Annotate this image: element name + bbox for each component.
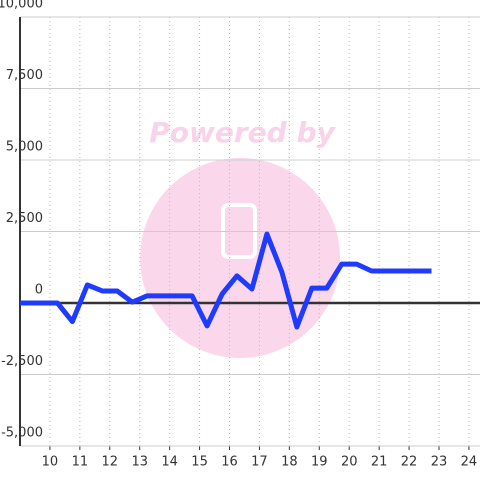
x-tick-label: 13 (131, 455, 148, 470)
y-tick-label: 2,500 (6, 211, 43, 226)
x-tick-label: 21 (371, 455, 388, 470)
x-tick-label: 10 (42, 455, 59, 470)
x-tick-label: 14 (161, 455, 178, 470)
y-tick-label: -5,000 (1, 426, 43, 441)
x-tick-label: 22 (401, 455, 418, 470)
series-line (20, 231, 432, 330)
y-tick-label: 0 (35, 283, 43, 298)
x-tick-label: 23 (431, 455, 448, 470)
y-tick-label: 5,000 (6, 140, 43, 155)
x-tick-label: 24 (461, 455, 478, 470)
x-tick-label: 20 (341, 455, 358, 470)
watermark-text: Powered by (149, 116, 336, 149)
y-tick-label: 10,000 (0, 0, 43, 12)
x-tick-label: 17 (251, 455, 268, 470)
y-tick-label: -2,500 (1, 354, 43, 369)
x-tick-label: 11 (72, 455, 89, 470)
y-tick-label: 7,500 (6, 68, 43, 83)
x-tick-label: 19 (311, 455, 328, 470)
x-tick-label: 12 (102, 455, 119, 470)
x-tick-label: 15 (191, 455, 208, 470)
x-tick-label: 18 (281, 455, 298, 470)
x-tick-label: 16 (221, 455, 238, 470)
